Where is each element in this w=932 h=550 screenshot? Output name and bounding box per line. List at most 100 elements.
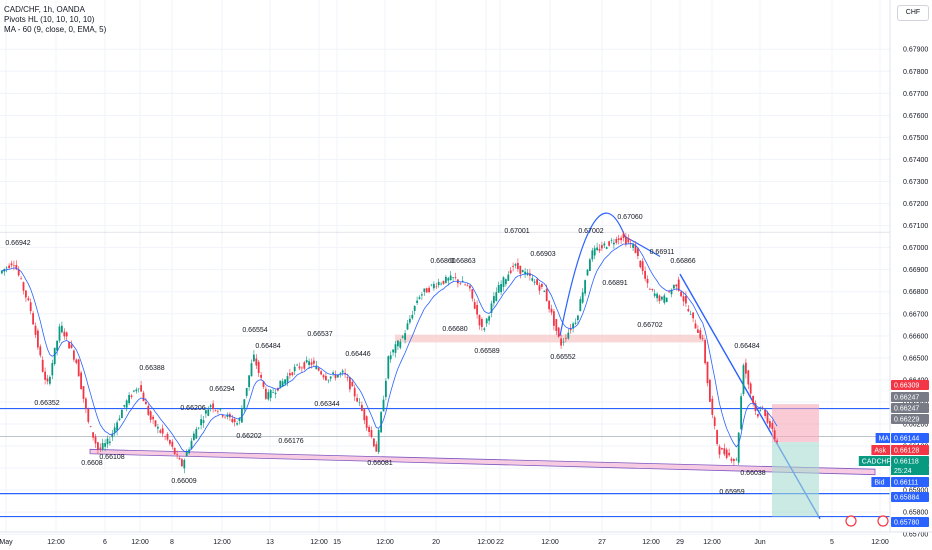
candle-body [8,265,10,269]
candle-body [97,442,99,450]
candle-body [56,340,58,351]
candle-body [701,338,704,339]
time-tick-label: 27 [598,539,606,546]
candle-body [656,293,658,299]
drawings-layer [0,212,890,520]
candle-body [161,428,164,434]
candle-body [713,417,716,426]
candle-body [274,392,277,395]
candle-body [632,244,634,248]
price-tag-value: 0.66247 [894,395,919,402]
countdown-value: 25:24 [894,468,912,475]
candle-body [533,281,536,283]
candle-body [579,299,582,312]
candle-body [394,344,397,353]
candle-body [212,403,214,409]
candle-body [766,412,769,423]
candle-body [581,292,584,303]
candle-body [567,332,570,339]
price-tag-value: 0.66309 [894,383,919,390]
candle-body [65,332,68,337]
pivot-label: 0.66942 [5,240,30,247]
candle-body [296,364,298,366]
pivot-label: 0.66702 [637,322,662,329]
candle-body [675,284,678,287]
price-tag-value: 0.66118 [894,459,919,466]
pivot-label: 0.66038 [740,470,765,477]
candle-body [253,354,255,362]
candle-body [197,427,200,429]
pivot-label: 0.66108 [99,454,124,461]
legend-symbol[interactable]: CAD/CHF, 1h, OANDA [4,5,85,14]
currency-button[interactable]: CHF [897,5,929,21]
candle-body [490,303,493,313]
candle-body [85,398,87,409]
candle-body [245,388,248,396]
candle-body [483,328,486,330]
pivot-label: 0.65959 [719,489,744,496]
candle-body [598,248,601,251]
candle-body [505,279,507,285]
candle-body [353,387,356,397]
candle-body [658,295,661,301]
candle-body [233,419,236,423]
ma-line-layer [1,243,778,452]
candle-body [87,408,90,422]
candle-body [209,405,212,407]
price-tick-label: 0.67300 [903,179,928,186]
pivot-label: 0.66344 [314,401,339,408]
candle-body [317,368,320,371]
candle-body [661,296,663,300]
candle-body [440,283,442,285]
legend-pivots[interactable]: Pivots HL (10, 10, 10, 10) [4,15,95,24]
candle-body [147,405,150,415]
price-tag-value: 0.65884 [894,495,919,502]
candle-body [123,405,126,407]
pivot-label: 0.66866 [670,258,695,265]
pivot-label: 0.67001 [504,228,529,235]
trend-channel [89,448,876,476]
time-tick-label: May [0,539,13,546]
candle-body [385,380,387,398]
candle-body [118,418,121,421]
candle-body [341,370,344,373]
candle-body [200,419,202,426]
candle-body [538,285,541,291]
candle-body [447,278,450,281]
candle-body [358,401,361,403]
candle-body [195,428,198,439]
price-tick-label: 0.67400 [903,157,928,164]
stop-loss-zone [772,404,819,443]
candle-body [418,297,421,299]
candle-body [61,325,63,333]
candle-body [25,290,27,298]
candle-body [641,261,644,272]
price-tick-label: 0.67500 [903,135,928,142]
candle-body [471,289,474,299]
candle-body [217,411,219,413]
candle-body [711,398,714,415]
candle-body [721,448,723,450]
candle-body [481,319,483,328]
price-tick-label: 0.67800 [903,69,928,76]
candle-body [584,280,586,294]
candle-body [20,278,22,279]
candle-body [586,269,589,276]
price-tag-prefix-bg [871,445,890,455]
time-axis[interactable]: May 12:00 6 12:00 8 12:00 13 12:00 15 12:00 20 12:0… [0,531,932,546]
candle-body [183,460,186,469]
candle-body [409,318,411,323]
candle-body [560,338,562,346]
candle-body [109,441,111,443]
candle-body [44,371,46,380]
candle-body [473,302,476,309]
candle-body [757,414,759,417]
pivot-label: 0.66009 [171,478,196,485]
candle-body [221,415,224,417]
candle-body [361,404,363,411]
candle-body [128,394,130,404]
candle-body [130,395,133,398]
candle-body [421,294,423,296]
legend-ma[interactable]: MA - 60 (9, close, 0, EMA, 5) [4,25,107,34]
